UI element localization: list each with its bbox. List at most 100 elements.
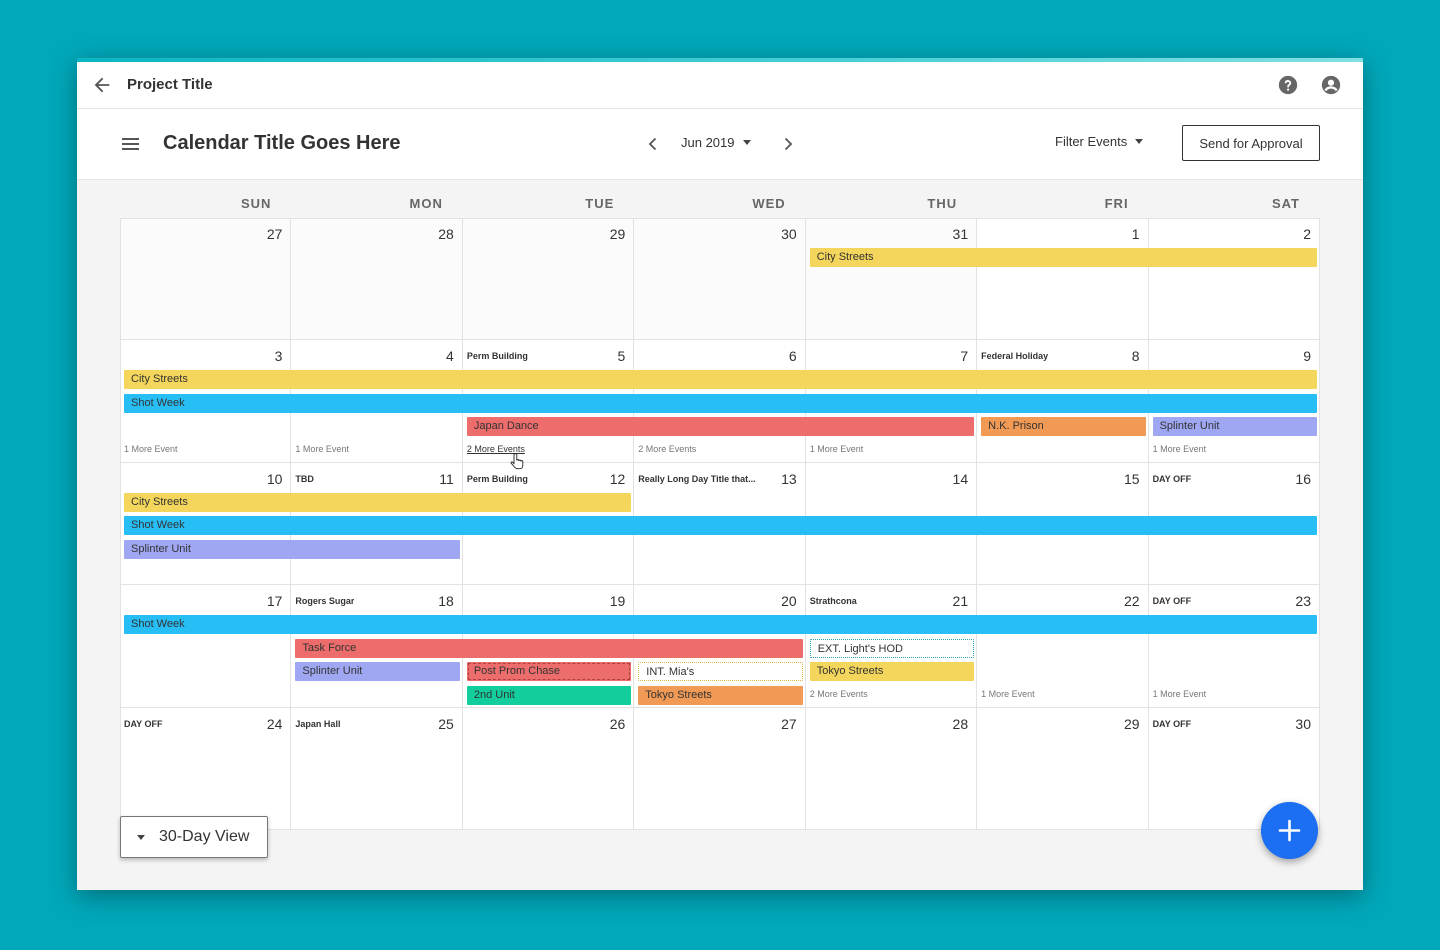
day-title: Perm Building	[466, 351, 528, 362]
top-bar: Project Title	[77, 62, 1363, 109]
weekday-label: MON	[409, 196, 443, 211]
day-number: 21	[952, 593, 969, 610]
day-number: 11	[439, 470, 454, 487]
day-number: 2	[1303, 226, 1311, 242]
more-events-link[interactable]: 1 More Event	[295, 444, 349, 455]
day-title: Rogers Sugar	[295, 596, 355, 607]
event-bar[interactable]: City Streets	[124, 492, 632, 512]
more-events-link[interactable]: 1 More Event	[1152, 689, 1207, 700]
event-bar[interactable]: City Streets	[809, 248, 1317, 267]
day-number: 10	[266, 470, 283, 487]
filter-label: Filter Events	[1055, 134, 1128, 149]
day-number: 30	[1295, 715, 1311, 732]
calendar-day-cell[interactable]: 29	[977, 707, 1149, 830]
weekday-label: TUE	[585, 196, 615, 211]
more-events-link[interactable]: 2 More Events	[809, 689, 868, 700]
calendar-day-cell[interactable]: 28	[805, 707, 978, 830]
day-number: 29	[1123, 715, 1140, 732]
more-events-link[interactable]: 1 More Event	[809, 444, 864, 455]
event-bar[interactable]: Splinter Unit	[295, 662, 460, 682]
day-number: 19	[609, 593, 626, 610]
event-bar[interactable]: Japan Dance	[466, 417, 975, 437]
calendar-day-cell[interactable]: 1	[977, 218, 1149, 341]
calendar-day-cell[interactable]: 2	[1148, 218, 1320, 341]
calendar-day-cell[interactable]: 31	[805, 218, 978, 341]
calendar-day-cell[interactable]: 25 Japan Hall	[291, 707, 463, 830]
event-bar[interactable]: Splinter Unit	[124, 539, 460, 559]
calendar-day-cell[interactable]: 22	[977, 585, 1149, 708]
hamburger-icon[interactable]	[121, 135, 141, 153]
help-icon[interactable]	[1277, 74, 1299, 96]
month-label: Jun 2019	[681, 135, 735, 150]
event-bar[interactable]: Post Prom Chase	[466, 662, 632, 682]
calendar-day-cell[interactable]: 30	[634, 218, 806, 341]
caret-down-icon	[137, 834, 145, 840]
event-bar[interactable]: Tokyo Streets	[638, 685, 803, 705]
plus-icon[interactable]	[1261, 802, 1318, 859]
event-bar[interactable]: Shot Week	[124, 393, 1317, 413]
more-events-link[interactable]: 1 More Event	[1152, 444, 1207, 455]
day-number: 7	[960, 348, 969, 365]
project-title: Project Title	[127, 76, 213, 93]
event-bar[interactable]: Shot Week	[124, 615, 1317, 635]
day-number: 27	[781, 715, 797, 732]
day-number: 31	[952, 226, 969, 242]
filter-events-dropdown[interactable]: Filter Events	[1055, 134, 1144, 149]
day-number: 17	[266, 593, 283, 610]
event-bar[interactable]: Task Force	[295, 638, 803, 658]
account-icon[interactable]	[1320, 74, 1342, 96]
calendar-day-cell[interactable]: 27	[634, 707, 806, 830]
calendar-day-cell[interactable]: 17	[120, 585, 292, 708]
day-number: 20	[781, 593, 797, 610]
event-bar[interactable]: Splinter Unit	[1152, 417, 1317, 437]
more-events-link[interactable]: 1 More Event	[981, 689, 1035, 700]
day-title: Perm Building	[466, 473, 528, 484]
day-number: 23	[1295, 593, 1311, 610]
chevron-left-icon[interactable]	[645, 135, 661, 153]
more-events-link[interactable]: 2 More Events	[638, 444, 697, 455]
calendar-day-cell[interactable]: 29	[462, 218, 635, 341]
event-bar[interactable]: Tokyo Streets	[809, 662, 975, 682]
day-number: 3	[274, 348, 283, 365]
month-selector[interactable]: Jun 2019	[681, 135, 751, 150]
day-title: TBD	[295, 473, 314, 484]
day-number: 28	[438, 226, 454, 242]
event-bar[interactable]: INT. Mia's	[638, 662, 803, 682]
day-number: 12	[609, 470, 626, 487]
day-number: 1	[1131, 226, 1140, 242]
event-bar[interactable]: City Streets	[124, 370, 1317, 390]
calendar-day-cell[interactable]: 27	[120, 218, 292, 341]
calendar-day-cell[interactable]: 23 DAY OFF	[1148, 585, 1320, 708]
weekday-label: THU	[927, 196, 958, 211]
more-events-link[interactable]: 2 More Events	[466, 444, 525, 455]
day-number: 29	[609, 226, 626, 242]
event-bar[interactable]: 2nd Unit	[466, 685, 632, 705]
day-title: Japan Hall	[295, 718, 341, 729]
view-selector-button[interactable]: 30-Day View	[120, 816, 268, 858]
pointer-cursor-icon	[510, 453, 524, 470]
calendar-day-cell[interactable]: 26	[462, 707, 635, 830]
day-title: Really Long Day Title that...	[638, 473, 756, 484]
calendar-header: Calendar Title Goes Here Jun 2019 Filter…	[77, 109, 1363, 180]
calendar-grid: 27 28 29 30 31 1 2 3 4 5 Perm Building 6 7 8 Federal H…	[120, 218, 1320, 830]
day-number: 6	[788, 348, 797, 365]
day-number: 4	[446, 348, 454, 365]
weekday-label: SUN	[240, 196, 272, 211]
caret-down-icon	[1135, 139, 1144, 144]
more-events-link[interactable]: 1 More Event	[124, 444, 178, 455]
day-number: 13	[781, 470, 797, 487]
day-number: 15	[1123, 470, 1140, 487]
send-for-approval-button[interactable]: Send for Approval	[1182, 125, 1320, 161]
calendar-day-cell[interactable]: 28	[291, 218, 463, 341]
chevron-right-icon[interactable]	[780, 135, 796, 153]
event-bar[interactable]: EXT. Light's HOD	[809, 638, 975, 658]
event-bar[interactable]: Shot Week	[124, 516, 1317, 536]
calendar-day-cell[interactable]: 24 DAY OFF	[120, 707, 292, 830]
day-number: 25	[438, 715, 454, 732]
day-number: 24	[266, 715, 283, 732]
weekday-label: FRI	[1104, 196, 1129, 211]
day-title: DAY OFF	[124, 718, 163, 729]
arrow-left-icon[interactable]	[91, 74, 113, 96]
event-bar[interactable]: N.K. Prison	[981, 417, 1146, 437]
day-number: 16	[1295, 470, 1311, 487]
